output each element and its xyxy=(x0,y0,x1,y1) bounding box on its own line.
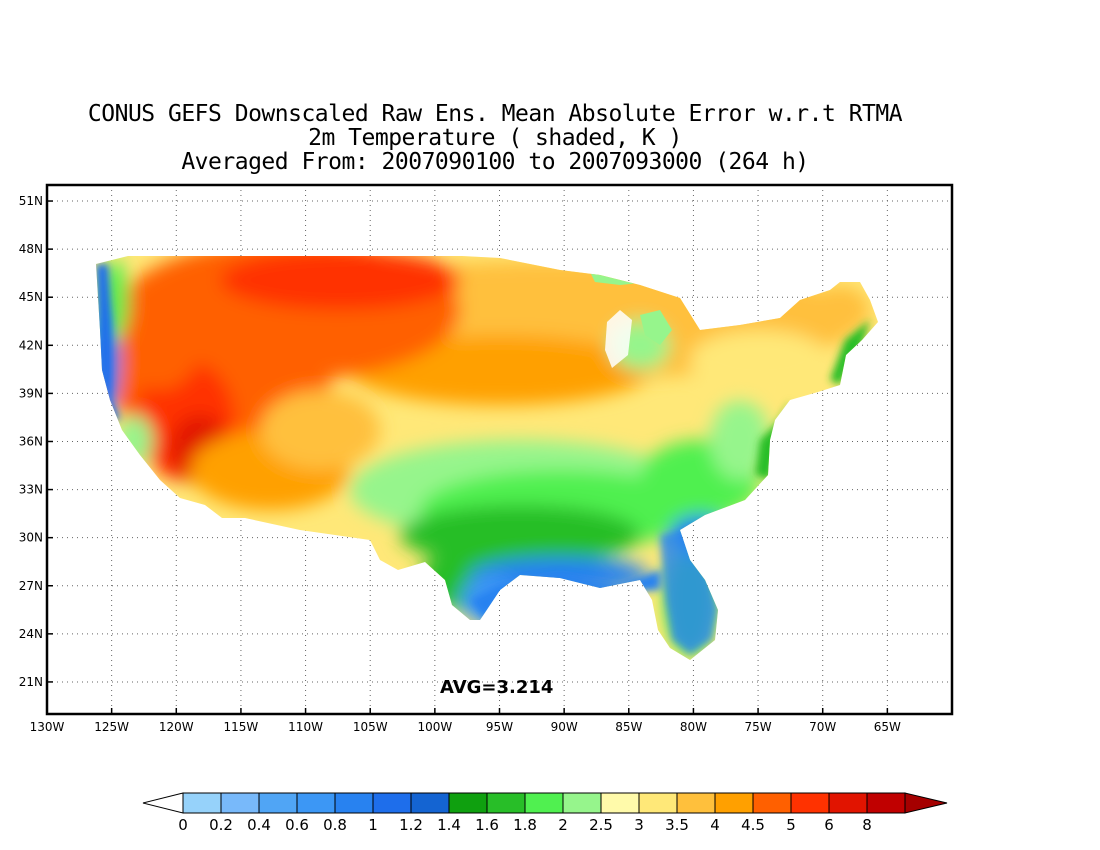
lon-tick-label: 115W xyxy=(224,720,259,734)
colorbar-swatch xyxy=(752,792,792,814)
lon-tick-label: 105W xyxy=(353,720,388,734)
colorbar-swatch xyxy=(600,792,640,814)
lon-tick-label: 110W xyxy=(288,720,323,734)
colorbar-label: 3.5 xyxy=(665,816,689,834)
lat-tick-label: 24N xyxy=(19,627,43,641)
colorbar-swatch xyxy=(296,792,336,814)
colorbar-label: 1.8 xyxy=(513,816,537,834)
colorbar-label: 0.4 xyxy=(247,816,271,834)
lat-tick-label: 48N xyxy=(19,242,43,256)
lat-tick-label: 27N xyxy=(19,579,43,593)
colorbar-under-arrow xyxy=(142,792,184,814)
lon-tick-label: 100W xyxy=(417,720,452,734)
colorbar-swatch xyxy=(182,792,222,814)
colorbar-swatch xyxy=(676,792,716,814)
colorbar-label: 4.5 xyxy=(741,816,765,834)
lat-tick-label: 45N xyxy=(19,290,43,304)
lon-tick-label: 90W xyxy=(551,720,578,734)
colorbar-label: 1.2 xyxy=(399,816,423,834)
longitude-labels: 130W 125W 120W 115W 110W 105W 100W 95W 90W 85W 80W… xyxy=(30,708,901,734)
colorbar: 0 0.2 0.4 0.6 0.8 1 1.2 1.4 1.6 1.8 2 2.5 3 3.5 4 4.5 5 6… xyxy=(142,792,948,834)
colorbar-label: 0.6 xyxy=(285,816,309,834)
lat-tick-label: 36N xyxy=(19,434,43,448)
lon-tick-label: 65W xyxy=(874,720,901,734)
lon-tick-label: 70W xyxy=(809,720,836,734)
title-block: CONUS GEFS Downscaled Raw Ens. Mean Abso… xyxy=(0,102,990,174)
colorbar-label: 4 xyxy=(710,816,720,834)
colorbar-swatch xyxy=(562,792,602,814)
colorbar-label: 0 xyxy=(178,816,188,834)
lon-tick-label: 85W xyxy=(615,720,642,734)
colorbar-swatch xyxy=(866,792,906,814)
colorbar-label: 2 xyxy=(558,816,568,834)
colorbar-swatch xyxy=(524,792,564,814)
lon-tick-label: 120W xyxy=(159,720,194,734)
colorbar-swatch xyxy=(714,792,754,814)
colorbar-swatch xyxy=(334,792,374,814)
colorbar-swatch xyxy=(638,792,678,814)
lat-tick-label: 21N xyxy=(19,675,43,689)
lat-tick-label: 30N xyxy=(19,531,43,545)
colorbar-swatch xyxy=(448,792,488,814)
colorbar-over-arrow xyxy=(904,792,948,814)
colorbar-swatch xyxy=(372,792,412,814)
colorbar-label: 1 xyxy=(368,816,378,834)
lon-tick-label: 130W xyxy=(30,720,65,734)
colorbar-swatch xyxy=(410,792,450,814)
average-label: AVG=3.214 xyxy=(440,677,553,698)
title-line-1: CONUS GEFS Downscaled Raw Ens. Mean Abso… xyxy=(87,101,903,127)
lon-tick-label: 80W xyxy=(680,720,707,734)
colorbar-label: 0.2 xyxy=(209,816,233,834)
lat-tick-label: 51N xyxy=(19,194,43,208)
lat-tick-label: 39N xyxy=(19,386,43,400)
colorbar-label: 6 xyxy=(824,816,834,834)
colorbar-swatch xyxy=(486,792,526,814)
lat-tick-label: 33N xyxy=(19,483,43,497)
colorbar-swatch xyxy=(220,792,260,814)
colorbar-label: 8 xyxy=(862,816,872,834)
lon-tick-label: 75W xyxy=(745,720,772,734)
lon-tick-label: 125W xyxy=(94,720,129,734)
colorbar-label: 1.4 xyxy=(437,816,461,834)
colorbar-label: 1.6 xyxy=(475,816,499,834)
colorbar-swatch xyxy=(258,792,298,814)
colorbar-label: 2.5 xyxy=(589,816,613,834)
lon-tick-label: 95W xyxy=(486,720,513,734)
lat-tick-label: 42N xyxy=(19,338,43,352)
colorbar-label: 0.8 xyxy=(323,816,347,834)
title-line-2: 2m Temperature ( shaded, K ) xyxy=(308,125,682,151)
colorbar-label: 3 xyxy=(634,816,644,834)
colorbar-swatch xyxy=(828,792,868,814)
latitude-labels: 51N 48N 45N 42N 39N 36N 33N 30N 27N 24N 21N xyxy=(19,194,53,689)
colorbar-label: 5 xyxy=(786,816,796,834)
title-line-3: Averaged From: 2007090100 to 2007093000 … xyxy=(181,149,809,175)
colorbar-swatch xyxy=(790,792,830,814)
temperature-error-field xyxy=(96,256,878,660)
